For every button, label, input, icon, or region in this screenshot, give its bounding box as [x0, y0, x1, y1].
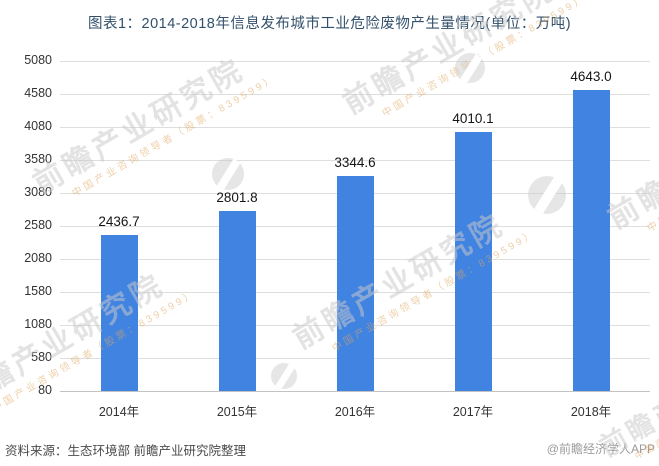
y-axis-tick: 80 [38, 383, 52, 397]
bar-value-label: 2436.7 [98, 214, 140, 230]
y-axis-tick: 580 [31, 350, 52, 364]
bar-value-label: 2801.8 [216, 190, 258, 206]
y-axis-tick: 5080 [24, 53, 52, 67]
watermark-logo-icon [528, 176, 566, 214]
watermark-logo-icon [212, 158, 244, 190]
watermark-logo-icon [455, 53, 485, 83]
bar-2017年 [454, 131, 492, 391]
bar-2016年 [336, 175, 374, 391]
y-axis-tick: 4080 [24, 119, 52, 133]
x-axis-tick: 2016年 [334, 405, 376, 419]
watermark-text: 前瞻产业研究院 [27, 52, 251, 201]
bar-value-label: 4010.1 [452, 110, 494, 126]
x-axis-tick: 2015年 [216, 405, 258, 419]
y-axis-tick: 3580 [24, 152, 52, 166]
watermark-text: 前瞻产业研究院 [287, 207, 511, 356]
y-axis-tick: 4580 [24, 86, 52, 100]
bar-2018年 [572, 89, 610, 391]
y-axis-tick: 3080 [24, 185, 52, 199]
credit-note: @前瞻经济学人APP [546, 442, 655, 456]
y-axis-tick: 2080 [24, 251, 52, 265]
gridline [60, 127, 650, 128]
bar-2015年 [218, 211, 256, 391]
gridline [60, 61, 650, 62]
y-axis-tick: 1080 [24, 317, 52, 331]
bar-2014年 [100, 235, 138, 391]
source-note: 资料来源：生态环境部 前瞻产业研究院整理 [5, 444, 246, 458]
gridline [60, 160, 650, 161]
gridline [60, 94, 650, 95]
x-axis-tick: 2014年 [98, 405, 140, 419]
chart-title: 图表1：2014-2018年信息发布城市工业危险废物产生量情况(单位：万吨) [87, 16, 572, 32]
bar-value-label: 3344.6 [334, 154, 376, 170]
x-axis-tick: 2018年 [570, 405, 612, 419]
gridline [60, 391, 650, 392]
bar-value-label: 4643.0 [570, 68, 612, 84]
y-axis-tick: 1580 [24, 284, 52, 298]
watermark: 前瞻产业研究院 中国产业咨询领导者（股票：839599） [283, 188, 538, 368]
watermark-logo-icon [271, 363, 297, 389]
x-axis-tick: 2017年 [452, 405, 494, 419]
y-axis-tick: 2580 [24, 218, 52, 232]
